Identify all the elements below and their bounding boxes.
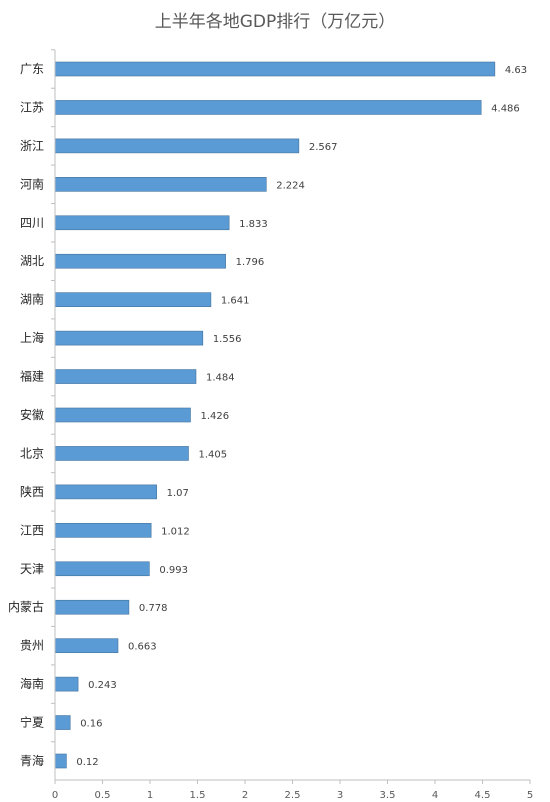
x-tick-label: 3: [337, 790, 343, 801]
value-label: 0.12: [76, 757, 98, 768]
bar: [54, 177, 267, 192]
bar: [54, 61, 496, 77]
category-label: 浙江: [20, 139, 44, 153]
bar: [54, 753, 67, 769]
category-label: 江西: [20, 523, 44, 537]
category-label: 安徽: [20, 407, 44, 422]
value-label: 1.484: [206, 373, 235, 384]
value-label: 0.993: [159, 565, 188, 576]
bar: [54, 484, 157, 500]
category-label: 广东: [20, 62, 44, 76]
value-label: 0.663: [128, 642, 157, 653]
bar: [54, 676, 79, 692]
value-label: 0.778: [139, 603, 168, 614]
category-label: 青海: [20, 753, 44, 768]
category-label: 湖南: [20, 292, 44, 307]
chart-title: 上半年各地GDP排行（万亿元）: [155, 12, 396, 32]
category-label: 天津: [20, 562, 44, 576]
x-tick-label: 2: [242, 790, 248, 801]
value-label: 1.07: [167, 488, 189, 499]
value-label: 4.486: [491, 103, 520, 114]
category-label: 宁夏: [20, 715, 44, 730]
bar: [54, 253, 226, 269]
category-label: 海南: [20, 676, 44, 691]
value-label: 1.641: [221, 296, 250, 307]
category-label: 湖北: [20, 253, 44, 268]
bar: [54, 292, 212, 307]
category-label: 江苏: [20, 100, 44, 114]
category-label: 陕西: [20, 484, 44, 499]
bar: [54, 407, 191, 423]
bar: [54, 599, 130, 615]
category-label: 贵州: [20, 639, 44, 653]
category-label: 河南: [20, 176, 44, 191]
bar: [54, 369, 197, 384]
bar: [54, 561, 150, 577]
category-label: 北京: [20, 446, 44, 460]
x-tick-label: 1.5: [190, 790, 206, 801]
x-tick-label: 1: [147, 790, 153, 801]
x-tick-label: 5: [527, 790, 533, 801]
value-label: 0.16: [80, 719, 102, 730]
category-label: 内蒙古: [8, 599, 44, 614]
value-label: 1.012: [161, 526, 190, 537]
value-label: 1.405: [198, 449, 227, 460]
x-tick-label: 4.5: [475, 790, 491, 801]
x-tick-label: 0.5: [95, 790, 111, 801]
x-tick-label: 2.5: [285, 790, 301, 801]
x-axis: 0 0.5 1 1.5 2 2.5 3 3.5 4 4.5 5: [51, 49, 533, 801]
value-label: 1.556: [213, 334, 242, 345]
bars-group: 广东 4.63 江苏 4.486 浙江 2.567 河南 2.224 四川 1.833 湖北 1.79…: [8, 61, 527, 769]
bar: [54, 523, 152, 538]
x-tick-label: 0: [52, 790, 58, 801]
bar: [54, 215, 230, 231]
bar: [54, 638, 119, 653]
value-label: 2.224: [276, 180, 305, 191]
value-label: 1.796: [236, 257, 265, 268]
bar: [54, 138, 300, 154]
x-tick-label: 4: [432, 790, 438, 801]
bar: [54, 100, 482, 115]
bar: [54, 446, 189, 461]
value-label: 1.426: [200, 411, 229, 422]
value-label: 4.63: [505, 65, 527, 76]
x-tick-label: 3.5: [380, 790, 396, 801]
bar: [54, 715, 71, 730]
bar: [54, 330, 204, 346]
value-label: 1.833: [239, 219, 268, 230]
category-label: 福建: [20, 369, 44, 384]
category-label: 四川: [20, 216, 44, 230]
value-label: 2.567: [309, 142, 338, 153]
category-label: 上海: [20, 330, 44, 345]
value-label: 0.243: [88, 680, 117, 691]
